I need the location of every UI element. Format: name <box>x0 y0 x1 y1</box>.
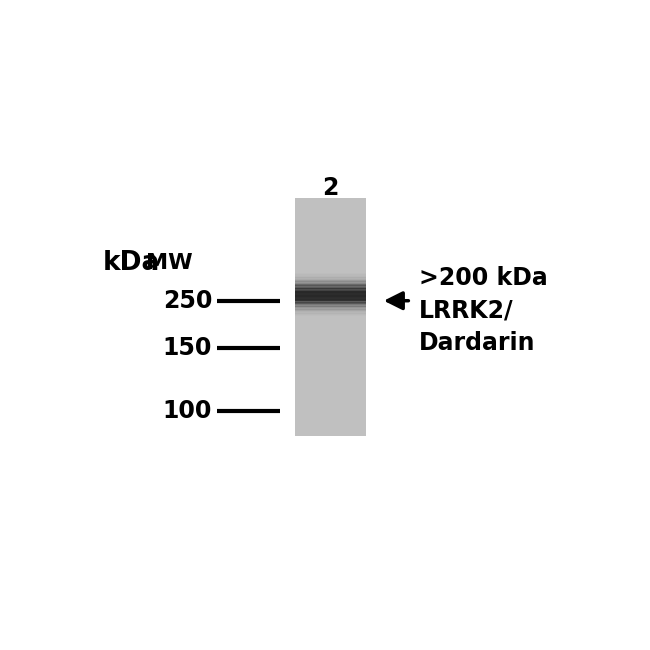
Text: >200 kDa: >200 kDa <box>419 266 547 290</box>
Bar <box>295 291 366 301</box>
Text: MW: MW <box>146 254 192 273</box>
Text: kDa: kDa <box>103 250 161 276</box>
Bar <box>295 283 366 286</box>
Bar <box>295 276 366 279</box>
Bar <box>295 309 366 312</box>
Bar <box>295 288 366 292</box>
Bar <box>295 305 366 308</box>
Bar <box>295 273 366 276</box>
Bar <box>295 292 366 296</box>
Bar <box>295 281 366 285</box>
Text: 250: 250 <box>163 289 212 313</box>
Bar <box>295 279 366 282</box>
Bar <box>295 312 366 315</box>
Bar <box>295 294 366 297</box>
Bar <box>295 307 366 311</box>
Bar <box>295 306 366 309</box>
Bar <box>295 310 366 314</box>
Bar <box>295 290 366 293</box>
Bar <box>295 304 366 307</box>
Text: 100: 100 <box>163 399 212 423</box>
Bar <box>295 284 366 287</box>
Bar <box>295 313 366 317</box>
Text: LRRK2/: LRRK2/ <box>419 299 514 323</box>
Bar <box>295 274 366 278</box>
Text: 150: 150 <box>163 336 212 360</box>
Bar <box>295 198 366 436</box>
Bar <box>295 280 366 283</box>
Bar <box>295 302 366 305</box>
Text: Dardarin: Dardarin <box>419 332 535 356</box>
Bar <box>295 287 366 290</box>
Bar <box>295 298 366 301</box>
Bar <box>295 296 366 300</box>
Bar <box>295 301 366 304</box>
Text: 2: 2 <box>322 176 339 200</box>
Bar <box>295 291 366 294</box>
Bar <box>295 277 366 281</box>
Bar <box>295 285 366 289</box>
Bar <box>295 295 366 298</box>
Bar <box>295 299 366 303</box>
